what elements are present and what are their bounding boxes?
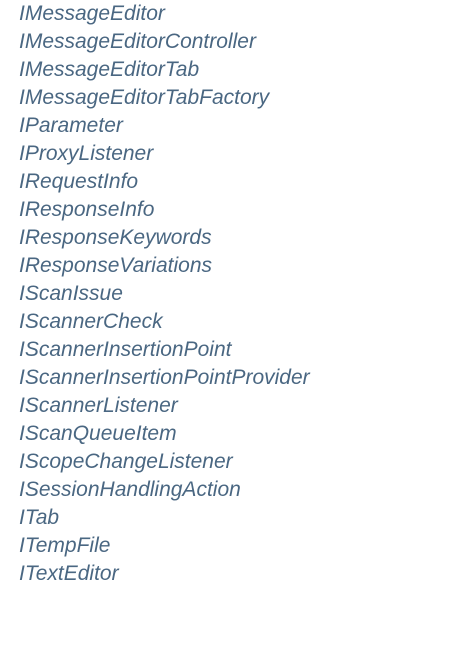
class-list-item: ITempFile xyxy=(19,532,310,560)
class-link[interactable]: IScopeChangeListener xyxy=(19,450,233,473)
class-link[interactable]: IProxyListener xyxy=(19,142,154,165)
class-link[interactable]: IScannerCheck xyxy=(19,310,163,333)
class-link[interactable]: IMessageEditorController xyxy=(19,30,256,53)
class-link[interactable]: ITempFile xyxy=(19,534,111,557)
class-list-item: IScannerInsertionPoint xyxy=(19,336,310,364)
class-list-item: IResponseInfo xyxy=(19,196,310,224)
class-list-item: IProxyListener xyxy=(19,140,310,168)
class-link[interactable]: IResponseInfo xyxy=(19,198,155,221)
class-list-item: IResponseVariations xyxy=(19,252,310,280)
class-list-item: IScanIssue xyxy=(19,280,310,308)
class-list-item: IMessageEditorTab xyxy=(19,56,310,84)
class-link[interactable]: ITab xyxy=(19,506,60,529)
class-link[interactable]: IMessageEditorTab xyxy=(19,58,200,81)
class-list-item: IMessageEditorController xyxy=(19,28,310,56)
class-link[interactable]: IParameter xyxy=(19,114,123,137)
class-list-item: IScannerListener xyxy=(19,392,310,420)
class-link[interactable]: IScannerInsertionPointProvider xyxy=(19,366,310,389)
class-list-item: ISessionHandlingAction xyxy=(19,476,310,504)
class-link[interactable]: ISessionHandlingAction xyxy=(19,478,241,501)
class-link[interactable]: IResponseVariations xyxy=(19,254,212,277)
class-list-item: IMessageEditor xyxy=(19,0,310,28)
class-list-item: IScannerCheck xyxy=(19,308,310,336)
class-list-item: IMessageEditorTabFactory xyxy=(19,84,310,112)
class-list-item: IRequestInfo xyxy=(19,168,310,196)
class-link[interactable]: IScanQueueItem xyxy=(19,422,177,445)
class-list-item: IScanQueueItem xyxy=(19,420,310,448)
class-list-item: IParameter xyxy=(19,112,310,140)
class-link[interactable]: IMessageEditor xyxy=(19,2,165,25)
class-list-item: ITextEditor xyxy=(19,560,310,588)
class-link[interactable]: IScannerInsertionPoint xyxy=(19,338,232,361)
class-list-item: ITab xyxy=(19,504,310,532)
class-list-item: IScannerInsertionPointProvider xyxy=(19,364,310,392)
class-link[interactable]: ITextEditor xyxy=(19,562,119,585)
class-link[interactable]: IScanIssue xyxy=(19,282,123,305)
class-list: IMessageEditor IMessageEditorController … xyxy=(19,0,310,588)
class-link[interactable]: IRequestInfo xyxy=(19,170,139,193)
class-link[interactable]: IScannerListener xyxy=(19,394,178,417)
class-link[interactable]: IResponseKeywords xyxy=(19,226,212,249)
class-list-item: IScopeChangeListener xyxy=(19,448,310,476)
class-list-item: IResponseKeywords xyxy=(19,224,310,252)
class-link[interactable]: IMessageEditorTabFactory xyxy=(19,86,270,109)
